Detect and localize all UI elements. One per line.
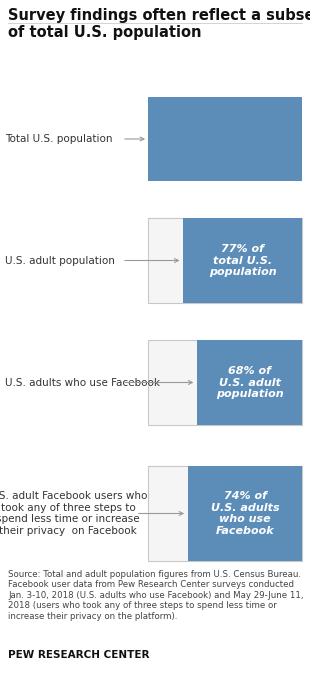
Bar <box>197 340 302 425</box>
Text: 74% of
U.S. adults
who use
Facebook: 74% of U.S. adults who use Facebook <box>211 491 279 536</box>
Bar <box>188 466 302 561</box>
Text: 68% of
U.S. adult
population: 68% of U.S. adult population <box>216 366 283 399</box>
Text: U.S. adult population: U.S. adult population <box>5 256 115 266</box>
Text: PEW RESEARCH CENTER: PEW RESEARCH CENTER <box>8 650 149 660</box>
Text: U.S. adults who use Facebook: U.S. adults who use Facebook <box>5 378 160 388</box>
Bar <box>184 218 302 303</box>
Text: Survey findings often reflect a subset
of total U.S. population: Survey findings often reflect a subset o… <box>8 8 310 40</box>
Bar <box>148 466 302 561</box>
Bar <box>148 97 302 181</box>
Text: 77% of
total U.S.
population: 77% of total U.S. population <box>209 244 277 277</box>
Text: Total U.S. population: Total U.S. population <box>5 134 113 144</box>
Bar <box>148 218 302 303</box>
Bar <box>148 340 302 425</box>
Text: Source: Total and adult population figures from U.S. Census Bureau. Facebook use: Source: Total and adult population figur… <box>8 570 303 621</box>
Text: U.S. adult Facebook users who
took any of three steps to
spend less time or incr: U.S. adult Facebook users who took any o… <box>0 491 148 536</box>
